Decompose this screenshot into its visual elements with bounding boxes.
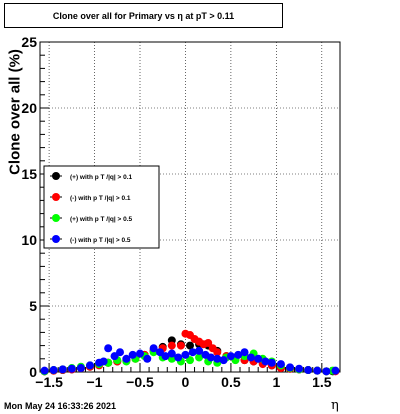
data-point	[219, 356, 228, 365]
data-point	[174, 353, 183, 362]
data-point	[116, 348, 124, 357]
y-tick-label: 0	[29, 364, 37, 380]
data-point	[213, 354, 222, 363]
data-point	[143, 354, 152, 363]
x-tick-label: −0.5	[126, 374, 154, 390]
data-point	[167, 341, 176, 350]
data-point	[195, 346, 204, 355]
data-point	[313, 366, 322, 375]
legend-marker	[52, 214, 60, 222]
x-tick-label: −1	[87, 374, 103, 390]
legend-marker	[52, 193, 60, 201]
data-point	[76, 364, 85, 373]
data-point	[136, 349, 144, 358]
data-points	[40, 329, 340, 376]
series-4	[40, 344, 340, 376]
data-point	[58, 365, 67, 374]
x-tick-label: 1.5	[312, 374, 332, 390]
legend-marker	[52, 172, 60, 180]
x-tick-label: 0	[182, 374, 190, 390]
data-point	[286, 363, 294, 372]
data-point	[195, 353, 204, 362]
data-point	[86, 361, 94, 370]
data-point	[186, 341, 194, 350]
data-point	[331, 366, 340, 375]
legend-label: (+) with p T /|q| > 0.1	[70, 174, 133, 181]
legend: (+) with p T /|q| > 0.1 (-) with p T /|q|…	[43, 165, 160, 249]
data-point	[188, 348, 197, 357]
y-tick-label: 20	[21, 100, 37, 116]
data-point	[304, 366, 313, 375]
data-point	[204, 338, 213, 347]
data-point	[40, 366, 49, 375]
data-point	[161, 352, 170, 361]
y-tick-label: 10	[21, 232, 37, 248]
data-point	[167, 349, 176, 358]
x-tick-label: −1.5	[35, 374, 63, 390]
data-point	[234, 350, 243, 359]
data-point	[267, 358, 276, 367]
data-point	[176, 341, 185, 350]
x-axis-label: η	[331, 398, 339, 413]
data-point	[322, 367, 331, 376]
data-point	[122, 354, 131, 363]
tick-labels: −1.5 −1 −0.5 0 0.5 1 1.5 0 5 10 15 20 25	[21, 34, 331, 390]
data-point	[295, 364, 304, 373]
data-point	[261, 357, 270, 366]
data-point	[49, 366, 58, 375]
data-point	[99, 357, 108, 366]
timestamp: Mon May 24 16:33:26 2021	[4, 401, 117, 411]
y-tick-label: 25	[21, 34, 37, 50]
data-point	[149, 344, 158, 353]
legend-label: (-) with p T /|q| > 0.5	[70, 237, 131, 244]
data-point	[226, 352, 235, 361]
data-point	[276, 360, 285, 369]
data-point	[128, 350, 137, 359]
data-point	[186, 356, 194, 365]
x-tick-label: 0.5	[221, 374, 241, 390]
data-point	[181, 350, 190, 359]
data-point	[254, 354, 263, 363]
chart-title: Clone over all for Primary vs η at pT > …	[4, 3, 283, 28]
legend-box	[43, 165, 160, 249]
y-tick-label: 15	[21, 166, 37, 182]
legend-label: (+) with p T /|q| > 0.5	[70, 216, 133, 223]
data-point	[206, 353, 215, 362]
data-point	[104, 344, 113, 353]
data-point	[240, 348, 249, 357]
data-point	[67, 364, 76, 373]
data-point	[213, 348, 222, 357]
data-point	[246, 353, 255, 362]
y-tick-label: 5	[29, 298, 37, 314]
legend-marker	[52, 235, 60, 243]
legend-label: (-) with p T /|q| > 0.1	[70, 195, 131, 202]
x-tick-label: 1	[272, 374, 280, 390]
